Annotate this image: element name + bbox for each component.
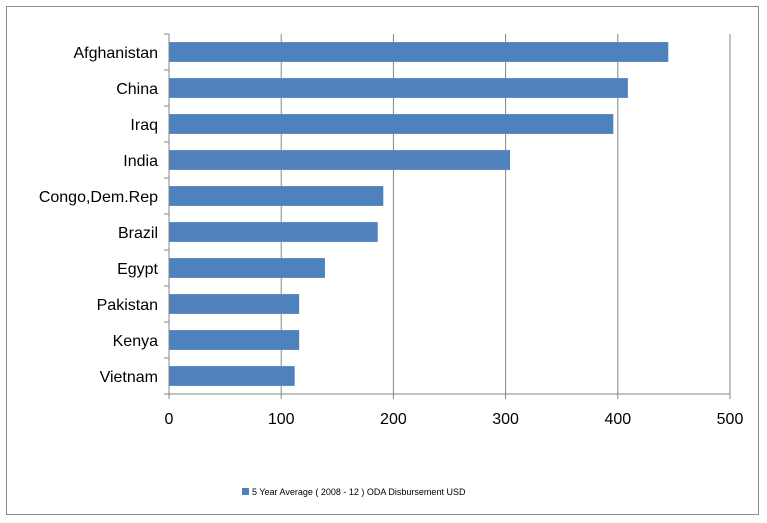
category-label: China xyxy=(116,81,158,98)
x-tick-label: 200 xyxy=(380,411,407,428)
x-tick-label: 100 xyxy=(268,411,295,428)
x-tick-label: 500 xyxy=(717,411,744,428)
bar xyxy=(169,366,295,386)
legend-swatch xyxy=(242,488,249,495)
bar xyxy=(169,78,628,98)
x-tick-label: 300 xyxy=(492,411,519,428)
x-tick-label: 0 xyxy=(165,411,174,428)
x-tick-labels: 0 100 200 300 400 500 xyxy=(165,411,744,428)
category-label: Afghanistan xyxy=(73,45,158,62)
category-label: Iraq xyxy=(130,117,158,134)
category-labels: Afghanistan China Iraq India Congo,Dem.Rep Br… xyxy=(39,45,159,386)
legend: 5 Year Average ( 2008 - 12 ) ODA Disburs… xyxy=(242,487,466,497)
bar xyxy=(169,186,384,206)
category-label: Pakistan xyxy=(97,297,158,314)
bar xyxy=(169,42,669,62)
bar xyxy=(169,150,511,170)
category-label: Kenya xyxy=(113,333,158,350)
category-label: Brazil xyxy=(118,225,158,242)
category-label: Egypt xyxy=(117,261,158,278)
bar xyxy=(169,114,614,134)
bars xyxy=(169,42,669,386)
legend-label: 5 Year Average ( 2008 - 12 ) ODA Disburs… xyxy=(252,487,466,497)
bar xyxy=(169,222,378,242)
bar xyxy=(169,258,325,278)
bar xyxy=(169,294,300,314)
axes xyxy=(164,33,731,399)
category-label: India xyxy=(123,153,158,170)
category-label: Congo,Dem.Rep xyxy=(39,189,158,206)
bar xyxy=(169,330,300,350)
x-tick-label: 400 xyxy=(604,411,631,428)
category-label: Vietnam xyxy=(100,369,158,386)
